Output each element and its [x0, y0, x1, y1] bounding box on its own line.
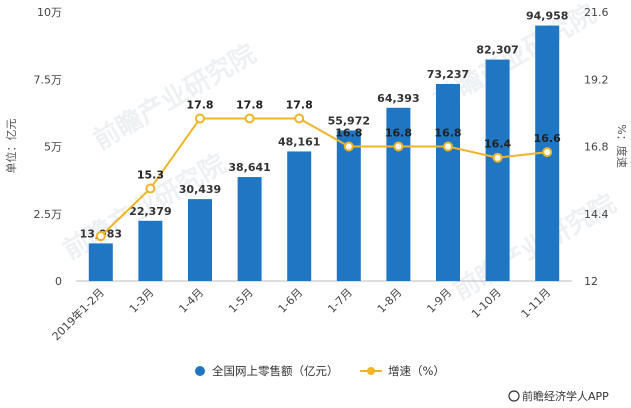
y-right-tick-label: 19.2 [584, 73, 609, 86]
bar [336, 130, 361, 281]
bar [436, 83, 460, 282]
bar-data-label: 48,161 [278, 135, 320, 148]
watermark-text: 前瞻产业研究院 [448, 188, 621, 306]
line-data-label: 17.8 [186, 98, 213, 111]
x-tick-label: 1-3月 [127, 286, 157, 316]
line-data-label: 17.8 [286, 98, 313, 111]
bar-data-label: 82,307 [476, 44, 518, 57]
x-tick-label: 1-9月 [424, 286, 454, 316]
y-right-tick-label: 14.4 [584, 208, 609, 221]
y-left-tick-label: 2.5万 [34, 208, 63, 221]
y-left-tick-label: 5万 [44, 141, 62, 154]
y-left-tick-label: 7.5万 [34, 73, 63, 86]
watermark-text: 前瞻产业研究院 [88, 38, 261, 156]
line-point [195, 113, 205, 124]
x-tick-label: 1-6月 [276, 286, 306, 316]
line-data-label: 17.8 [236, 98, 263, 111]
bar-data-label: 73,237 [427, 68, 469, 81]
y-right-tick-label: 16.8 [584, 141, 609, 154]
source-logo-icon [508, 390, 520, 402]
legend-line-marker [367, 367, 375, 375]
line-data-label: 16.4 [484, 138, 511, 151]
line-series: 15.3 17.8 17.8 17.8 16.8 16.8 16.8 16.4 16.6 [95, 98, 561, 242]
growth-line [100, 117, 548, 237]
legend-line-label: 增速（%） [388, 364, 445, 378]
bar [237, 177, 262, 281]
source-note: 前瞻经济学人APP [508, 389, 609, 403]
line-point [343, 141, 354, 152]
x-tick-label: 1-4月 [176, 286, 206, 316]
bar-data-label: 22,379 [129, 205, 171, 218]
bar [386, 107, 411, 281]
x-tick-label: 1-11月 [519, 286, 554, 321]
line-point [492, 152, 503, 163]
bar [188, 199, 212, 281]
y-right-tick-label: 21.6 [584, 6, 609, 19]
line-data-label: 16.8 [434, 127, 461, 140]
x-tick-label: 1-7月 [325, 286, 355, 316]
line-point [244, 113, 255, 124]
bar-data-label: 55,972 [328, 114, 370, 127]
line-data-label: 16.8 [335, 127, 362, 140]
bar-data-label: 64,393 [377, 92, 419, 105]
bar [287, 151, 312, 281]
bar-data-label: 94,958 [526, 10, 568, 23]
line-point [443, 141, 453, 152]
line-point [294, 113, 305, 124]
bar [138, 220, 163, 281]
bar-series: 13,98322,37930,43938,64148,16155,97264,3… [80, 10, 568, 282]
source-label: 前瞻经济学人APP [522, 389, 609, 403]
legend-bar-label: 全国网上零售额（亿元） [212, 364, 339, 378]
x-tick-label: 1-5月 [226, 286, 256, 316]
line-point [95, 231, 106, 242]
bar-data-label: 30,439 [179, 183, 221, 196]
bar [485, 59, 510, 281]
bar-data-label: 38,641 [228, 161, 270, 174]
y-right-axis-title: %：度速 [615, 124, 629, 167]
y-left-tick-label: 0 [55, 275, 62, 288]
line-point [145, 183, 156, 194]
bar [88, 243, 113, 281]
y-left-tick-label: 10万 [37, 6, 62, 19]
x-tick-label: 2019年1-2月 [49, 285, 107, 343]
line-point [393, 141, 404, 152]
legend-bar-swatch [195, 366, 205, 376]
line-data-label: 15.3 [137, 169, 164, 182]
line-point [542, 147, 553, 158]
y-right-tick-label: 12 [584, 275, 598, 288]
line-data-label: 16.6 [534, 132, 561, 145]
y-right-axis: 12 14.4 16.8 19.2 21.6 %：度速 [584, 6, 629, 288]
y-left-axis-title: 单位：亿元 [4, 119, 18, 174]
legend: 全国网上零售额（亿元） 增速（%） [195, 364, 445, 378]
x-tick-label: 1-8月 [375, 286, 405, 316]
line-data-label: 16.8 [385, 127, 412, 140]
